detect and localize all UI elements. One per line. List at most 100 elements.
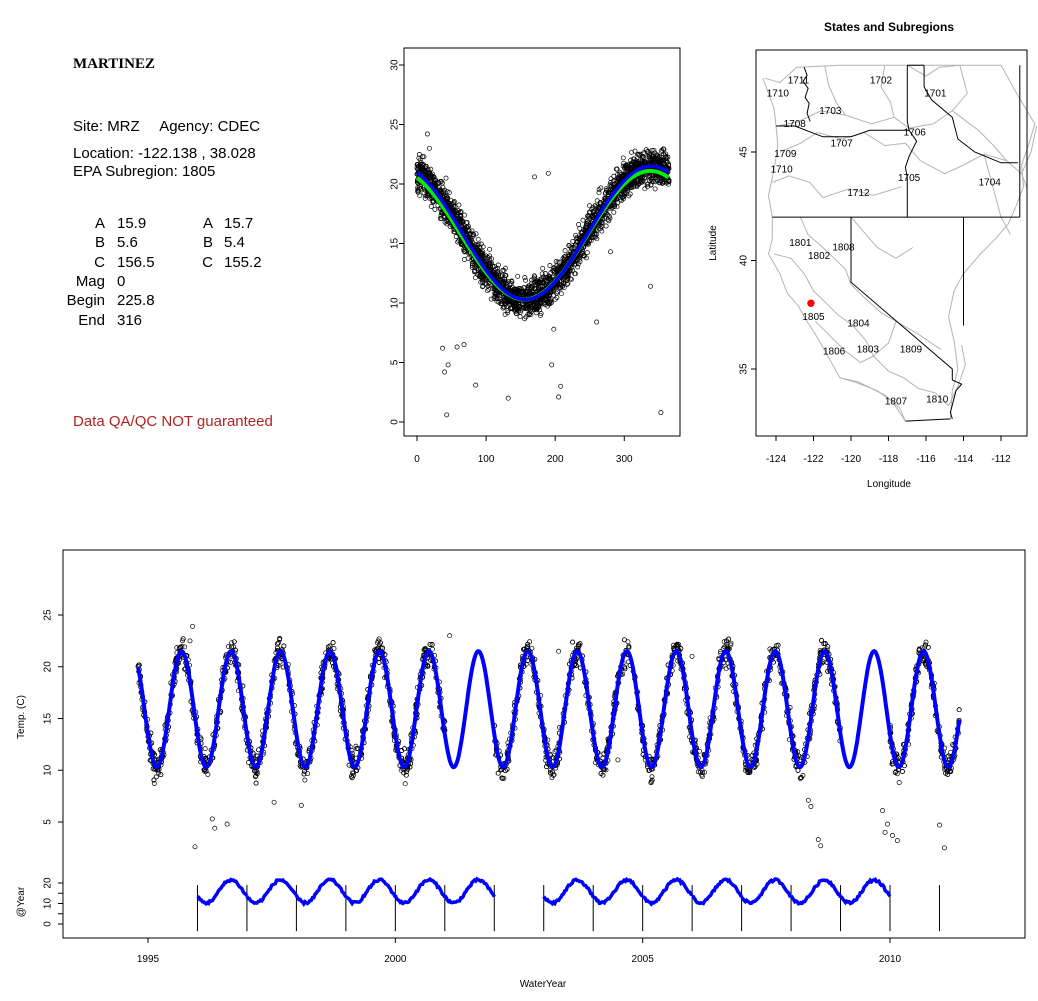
doy-point (559, 291, 564, 297)
param-left-label: Begin (66, 292, 105, 310)
map-x-tick-label: -116 (916, 454, 936, 465)
doy-outlier-point (545, 170, 551, 176)
doy-outlier-point (440, 345, 446, 351)
param-left-value: 316 (117, 311, 143, 329)
doy-point (515, 273, 521, 279)
location-label: Location: (73, 145, 134, 162)
ts-point (570, 639, 576, 645)
doy-point (620, 155, 626, 161)
map-subregion-line (880, 65, 895, 118)
ts-point (229, 640, 235, 646)
doy-outlier-point (424, 131, 430, 137)
map-subregion-line (920, 153, 1028, 190)
map-subregion-label: 1809 (900, 344, 923, 355)
doy-plot-frame (403, 47, 681, 437)
doy-point (570, 238, 576, 244)
doy-outlier-point (442, 369, 448, 375)
map-x-tick-label: -120 (841, 454, 861, 465)
ts-point (202, 746, 208, 752)
map-east-boundary (907, 64, 1036, 419)
param-right-label: A (202, 215, 213, 232)
map-y-tick-label: 35 (739, 363, 750, 375)
doy-outlier-point (608, 249, 613, 255)
doy-point (652, 186, 658, 192)
site-info-panel: MARTINEZ Site: MRZ Agency: CDEC Location… (0, 0, 360, 460)
ts-point (253, 780, 259, 786)
map-state-line (923, 65, 1018, 164)
doy-point (487, 246, 493, 252)
doy-outlier-point (658, 410, 664, 415)
doy-outlier-point (461, 342, 467, 348)
map-subregion-line (948, 345, 966, 407)
map-subregion-label: 1701 (924, 88, 947, 99)
doy-point (461, 257, 467, 262)
doy-point (432, 206, 438, 212)
map-x-tick-label: -124 (766, 454, 786, 465)
param-left-value: 0 (117, 272, 126, 290)
map-subregion-label: 1709 (774, 149, 797, 160)
map-subregion-line (952, 110, 1007, 162)
param-left-label: C (94, 253, 105, 271)
doy-y-tick-label: 30 (390, 59, 401, 71)
ts-point (529, 645, 535, 651)
doy-point (556, 259, 562, 265)
doy-outlier-point (426, 145, 432, 151)
doy-y-tick-label: 5 (390, 359, 401, 365)
location-line: Location: -122.138 , 38.028 (73, 145, 256, 162)
site-line: Site: MRZ Agency: CDEC (73, 118, 260, 135)
subregion-line: EPA Subregion: 1805 (73, 163, 215, 180)
map-subregion-label: 1711 (788, 75, 810, 86)
map-subregion-label: 1705 (898, 173, 921, 184)
map-subregion-label: 1712 (847, 188, 870, 199)
map-y-label: Latitude (708, 225, 719, 261)
param-left-value: 5.6 (117, 234, 138, 252)
map-subregion-label: 1807 (885, 397, 908, 408)
param-left-label: A (94, 215, 105, 232)
map-subregion-label: 1801 (789, 238, 812, 249)
doy-point (496, 296, 502, 302)
doy-point (584, 250, 590, 256)
doy-x-tick-label: 200 (547, 454, 564, 465)
param-right-value: 15.7 (224, 215, 254, 232)
doy-y-tick-label: 20 (390, 178, 401, 190)
ts-point (231, 639, 237, 645)
map-subregion-label: 1702 (870, 75, 893, 86)
doy-point (528, 312, 534, 318)
doy-y-tick-label: 25 (390, 119, 401, 131)
param-right-label: C (202, 253, 213, 271)
doy-point (472, 275, 478, 281)
doy-outlier-point (551, 326, 557, 332)
qa-disclaimer: Data QA/QC NOT guaranteed (73, 413, 273, 430)
doy-point (562, 248, 568, 254)
doy-point (603, 223, 609, 229)
map-title: States and Subregions (824, 20, 954, 34)
subregion-value: 1805 (181, 163, 216, 180)
map-state-line (904, 65, 918, 218)
ts-point (330, 640, 336, 646)
timeseries-plot: 1995 2000 2005 201051015202501020WaterYearT… (16, 549, 1026, 990)
site-code: MRZ (107, 118, 140, 135)
map-subregion-label: 1806 (823, 347, 846, 358)
doy-x-tick-label: 0 (414, 454, 420, 465)
map-subregion-label: 1703 (819, 106, 842, 117)
map-subregion-label: 1808 (832, 242, 855, 253)
map-subregion-label: 1706 (904, 127, 927, 138)
doy-point (663, 151, 669, 157)
map-subregion-line (772, 175, 902, 199)
site-label: Site: (73, 118, 104, 135)
doy-outlier-point (443, 175, 449, 181)
map-subregion-label: 1805 (802, 312, 825, 323)
doy-point (473, 231, 479, 237)
map-subregion-line (907, 64, 960, 77)
doy-outlier-point (549, 362, 555, 368)
doy-point (428, 203, 434, 209)
agency-value: CDEC (217, 118, 261, 135)
doy-outlier-point (556, 394, 562, 400)
agency-label: Agency: (159, 118, 214, 135)
param-left-label: End (78, 311, 105, 329)
map-x-label: Longitude (867, 479, 911, 490)
map-subregion-label: 1802 (808, 251, 831, 262)
map-subregion-line (1021, 125, 1038, 174)
doy-point (611, 209, 617, 215)
doy-outlier-point (445, 362, 451, 368)
